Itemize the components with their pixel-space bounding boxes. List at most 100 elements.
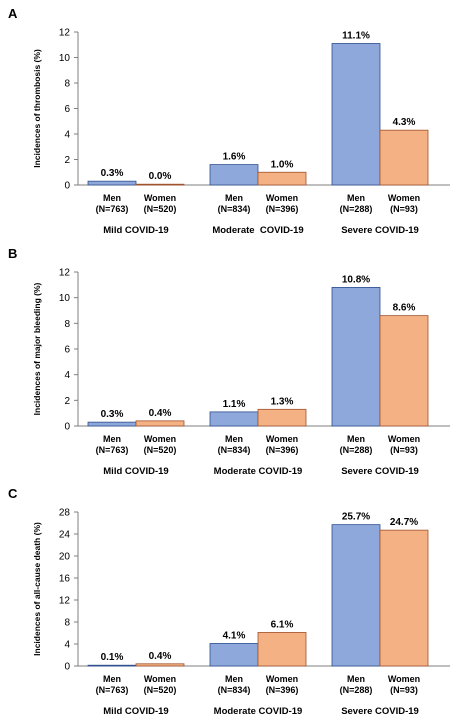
data-label: 1.3% — [271, 396, 294, 407]
x-category-label: Men — [103, 674, 121, 684]
y-tick-label: 12 — [59, 596, 71, 607]
group-label: Moderate COVID-19 — [214, 466, 303, 477]
group-label: Moderate COVID-19 — [214, 706, 303, 717]
group-label: Severe COVID-19 — [341, 225, 419, 236]
data-label: 0.3% — [101, 168, 124, 179]
y-tick-label: 6 — [64, 104, 70, 115]
x-category-count: (N=288) — [340, 685, 373, 695]
x-category-count: (N=396) — [266, 685, 299, 695]
bar-women — [379, 315, 429, 427]
data-label: 4.3% — [393, 117, 416, 128]
x-category-count: (N=396) — [266, 445, 299, 455]
data-label: 6.1% — [271, 619, 294, 630]
x-category-label: Women — [144, 193, 176, 203]
bar-women — [379, 129, 429, 186]
x-category-count: (N=520) — [144, 204, 177, 214]
y-tick-label: 4 — [64, 130, 70, 141]
x-category-label: Women — [388, 193, 420, 203]
data-label: 1.6% — [223, 152, 246, 163]
bar-women — [135, 420, 185, 427]
bar-men — [87, 664, 137, 667]
group-label: Mild COVID-19 — [103, 225, 168, 236]
panel-letter: A — [8, 6, 18, 21]
x-category-label: Men — [103, 193, 121, 203]
y-tick-label: 24 — [59, 530, 71, 541]
bar-men — [209, 164, 259, 186]
bar-men — [87, 421, 137, 427]
y-tick-label: 16 — [59, 574, 71, 585]
y-axis-label: Incidences of major bleeding (%) — [32, 282, 42, 415]
x-category-label: Men — [347, 674, 365, 684]
x-category-label: Women — [266, 193, 298, 203]
panel-b: B Incidences of major bleeding (%) 0 2 4 6 8 10… — [8, 246, 450, 477]
bar-men — [331, 286, 381, 427]
x-category-count: (N=763) — [96, 685, 129, 695]
y-tick-label: 6 — [64, 345, 70, 356]
data-label: 0.3% — [101, 409, 124, 420]
y-tick-label: 0 — [64, 181, 70, 192]
group-label: Mild COVID-19 — [103, 706, 168, 717]
x-category-count: (N=93) — [390, 204, 418, 214]
y-tick-label: 0 — [64, 422, 70, 433]
group-label: Severe COVID-19 — [341, 466, 419, 477]
bar-men — [87, 180, 137, 186]
y-tick-label: 2 — [64, 155, 70, 166]
y-axis-label: Incidences of all-cause death (%) — [32, 522, 42, 656]
y-tick-label: 0 — [64, 662, 70, 673]
y-tick-label: 4 — [64, 370, 70, 381]
panel-letter: B — [8, 246, 17, 261]
x-category-count: (N=520) — [144, 685, 177, 695]
bar-women — [135, 183, 185, 186]
data-label: 0.4% — [149, 651, 172, 662]
x-category-label: Men — [225, 193, 243, 203]
data-label: 1.1% — [223, 399, 246, 410]
x-category-count: (N=93) — [390, 445, 418, 455]
panel-c: C Incidences of all-cause death (%) 0 4 8 12 1… — [8, 486, 450, 717]
group-label: Moderate COVID-19 — [212, 225, 303, 236]
data-label: 4.1% — [223, 630, 246, 641]
x-category-label: Women — [388, 674, 420, 684]
y-tick-label: 8 — [64, 319, 70, 330]
data-label: 0.4% — [149, 408, 172, 419]
bar-women — [379, 529, 429, 667]
data-label: 8.6% — [393, 303, 416, 314]
x-category-label: Men — [347, 434, 365, 444]
data-label: 24.7% — [390, 517, 418, 528]
x-category-count: (N=288) — [340, 204, 373, 214]
y-tick-label: 2 — [64, 396, 70, 407]
bar-men — [209, 411, 259, 427]
data-label: 1.0% — [271, 159, 294, 170]
x-category-label: Women — [266, 674, 298, 684]
data-label: 10.8% — [342, 274, 370, 285]
x-category-label: Men — [225, 674, 243, 684]
x-category-label: Women — [388, 434, 420, 444]
x-category-count: (N=834) — [218, 204, 251, 214]
bar-men — [331, 43, 381, 186]
group-label: Mild COVID-19 — [103, 466, 168, 477]
bar-women — [135, 663, 185, 667]
group-label: Severe COVID-19 — [341, 706, 419, 717]
y-tick-label: 12 — [59, 28, 71, 39]
y-axis-label: Incidences of thrombosis (%) — [32, 49, 42, 168]
y-tick-label: 12 — [59, 268, 71, 279]
y-tick-label: 10 — [59, 53, 71, 64]
y-tick-label: 8 — [64, 79, 70, 90]
y-tick-label: 28 — [59, 508, 71, 519]
x-category-count: (N=834) — [218, 685, 251, 695]
data-label: 25.7% — [342, 512, 370, 523]
bar-women — [257, 171, 307, 186]
x-category-count: (N=834) — [218, 445, 251, 455]
x-category-count: (N=288) — [340, 445, 373, 455]
x-category-label: Women — [144, 434, 176, 444]
x-category-count: (N=396) — [266, 204, 299, 214]
data-label: 0.0% — [149, 171, 172, 182]
x-category-count: (N=763) — [96, 204, 129, 214]
y-tick-label: 8 — [64, 618, 70, 629]
x-category-label: Men — [225, 434, 243, 444]
bar-men — [209, 643, 259, 667]
bar-women — [257, 632, 307, 667]
data-label: 0.1% — [101, 652, 124, 663]
y-tick-label: 20 — [59, 552, 71, 563]
x-category-label: Women — [266, 434, 298, 444]
